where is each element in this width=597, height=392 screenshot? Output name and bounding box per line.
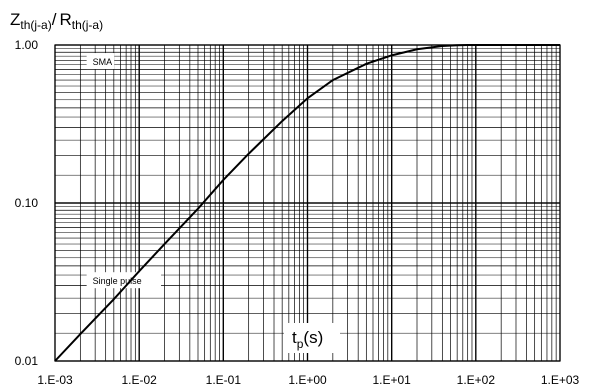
y-tick-label: 0.10 (15, 196, 39, 210)
y-label-part2-sub: th(j-a) (72, 18, 103, 32)
x-tick-labels: 1.E-03 1.E-02 1.E-01 1.E+00 1.E+01 1.E+02 1.E+… (37, 373, 579, 387)
y-label-part1: Z (10, 10, 20, 29)
x-tick-label: 1.E-01 (206, 373, 242, 387)
grid-lines (54, 44, 561, 362)
y-label-separator: / (52, 10, 57, 29)
x-label-sub: p (297, 337, 304, 351)
annotation-background (86, 53, 115, 70)
x-tick-label: 1.E-03 (37, 373, 73, 387)
x-axis-label: tp(s) (292, 328, 323, 351)
y-tick-labels: 0.01 0.10 1.00 (15, 38, 39, 368)
y-label-part2: R (59, 10, 71, 29)
annotation-label: SMA (93, 57, 113, 67)
y-axis-label: Zth(j-a)/Rth(j-a) (10, 10, 103, 32)
y-tick-label: 1.00 (15, 38, 39, 52)
y-tick-label: 0.01 (15, 354, 39, 368)
x-tick-label: 1.E-02 (121, 373, 157, 387)
x-axis-label-background (284, 323, 340, 353)
x-tick-label: 1.E+03 (541, 373, 580, 387)
y-label-part1-sub: th(j-a) (20, 18, 51, 32)
series-line (54, 44, 560, 362)
x-label-suffix: (s) (303, 328, 323, 347)
annotations: SMA Single pulse (86, 53, 162, 289)
annotation-label: Single pulse (93, 276, 142, 286)
plot-frame (54, 44, 561, 362)
x-tick-label: 1.E+02 (457, 373, 496, 387)
x-label-main: t (292, 328, 297, 347)
annotation-background (86, 272, 162, 289)
x-tick-label: 1.E+00 (288, 373, 327, 387)
x-tick-label: 1.E+01 (372, 373, 411, 387)
